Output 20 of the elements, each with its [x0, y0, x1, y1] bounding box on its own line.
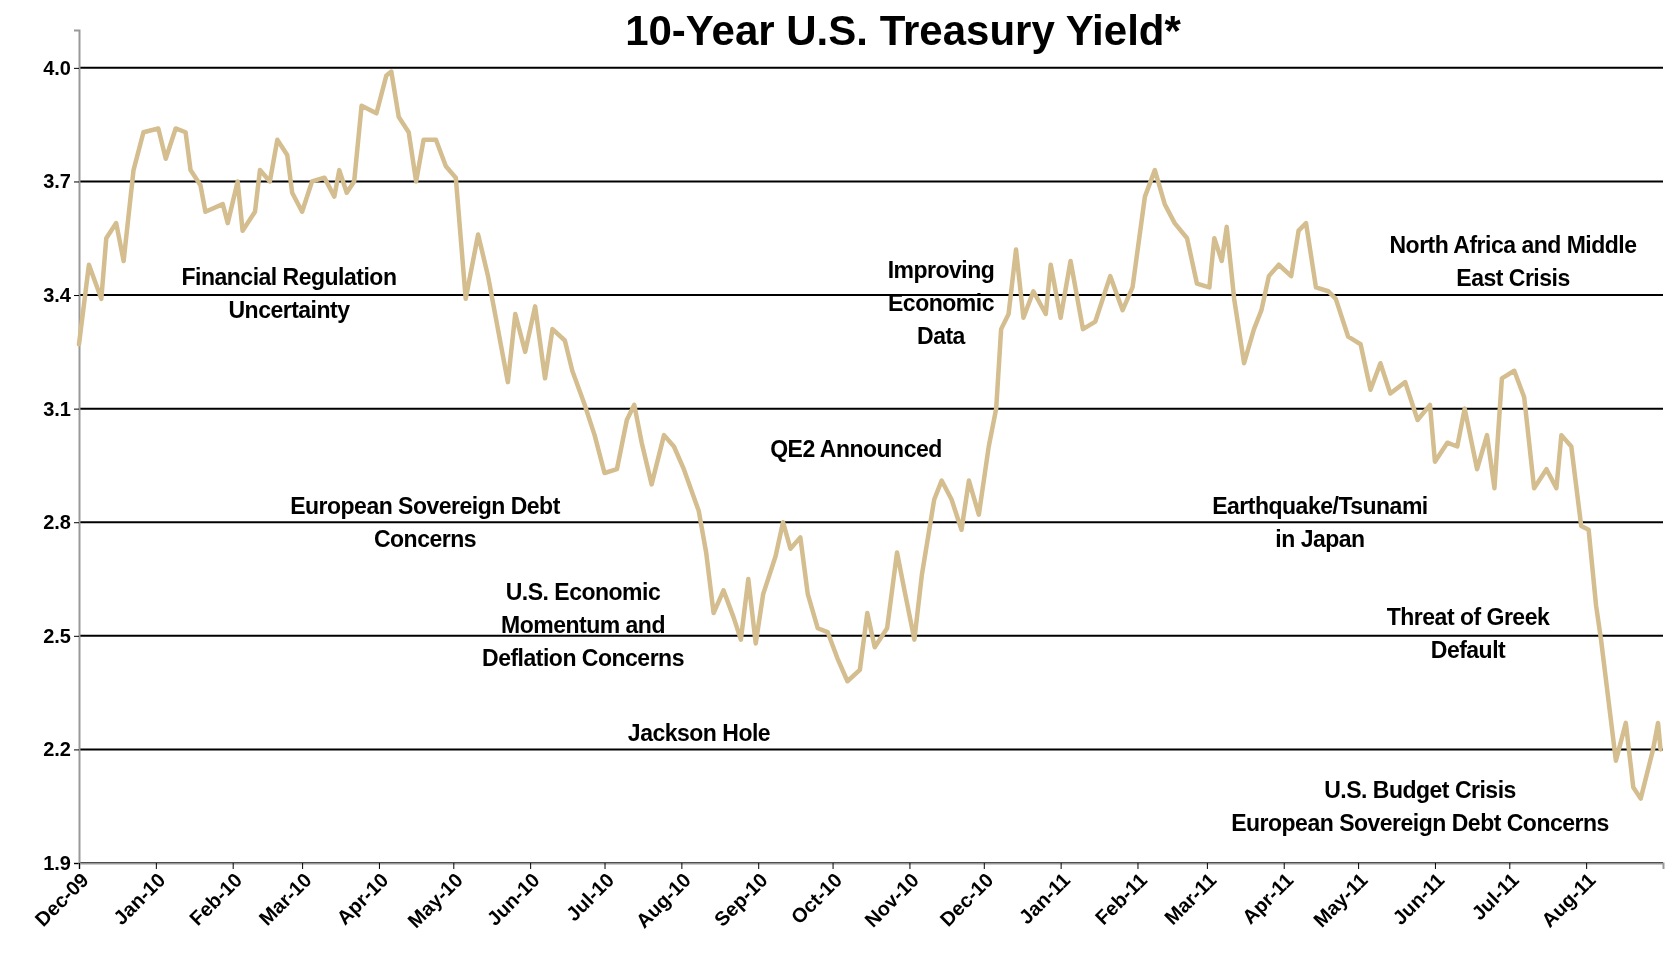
y-tick-label: 2.8: [43, 511, 71, 534]
annotation: Financial Regulation Uncertainty: [181, 263, 397, 323]
y-tick-label: 3.4: [43, 283, 72, 306]
annotation: European Sovereign Debt Concerns: [290, 492, 561, 552]
y-tick-label: 1.9: [43, 851, 71, 874]
annotation: U.S. Budget Crisis European Sovereign Debt Concerns: [1231, 776, 1609, 836]
y-tick-label: 3.1: [43, 397, 71, 420]
annotation: Earthquake/Tsunami in Japan: [1212, 492, 1428, 552]
annotation: North Africa and Middle East Crisis: [1389, 231, 1637, 291]
annotation: Jackson Hole: [627, 720, 771, 747]
line-series: [76, 69, 1663, 801]
y-tick-label: 3.7: [43, 170, 71, 193]
annotation: U.S. Economic Momentum and Deflation Concerns: [482, 579, 684, 672]
annotation: Improving Economic Data: [887, 257, 995, 350]
y-tick-label: 4.0: [43, 56, 71, 79]
y-tick-label: 2.5: [43, 624, 71, 647]
chart-title: 10-Year U.S. Treasury Yield*: [625, 7, 1182, 54]
y-tick-label: 2.2: [43, 738, 71, 761]
annotation: Threat of Greek Default: [1386, 603, 1550, 663]
annotation: QE2 Announced: [770, 436, 942, 463]
